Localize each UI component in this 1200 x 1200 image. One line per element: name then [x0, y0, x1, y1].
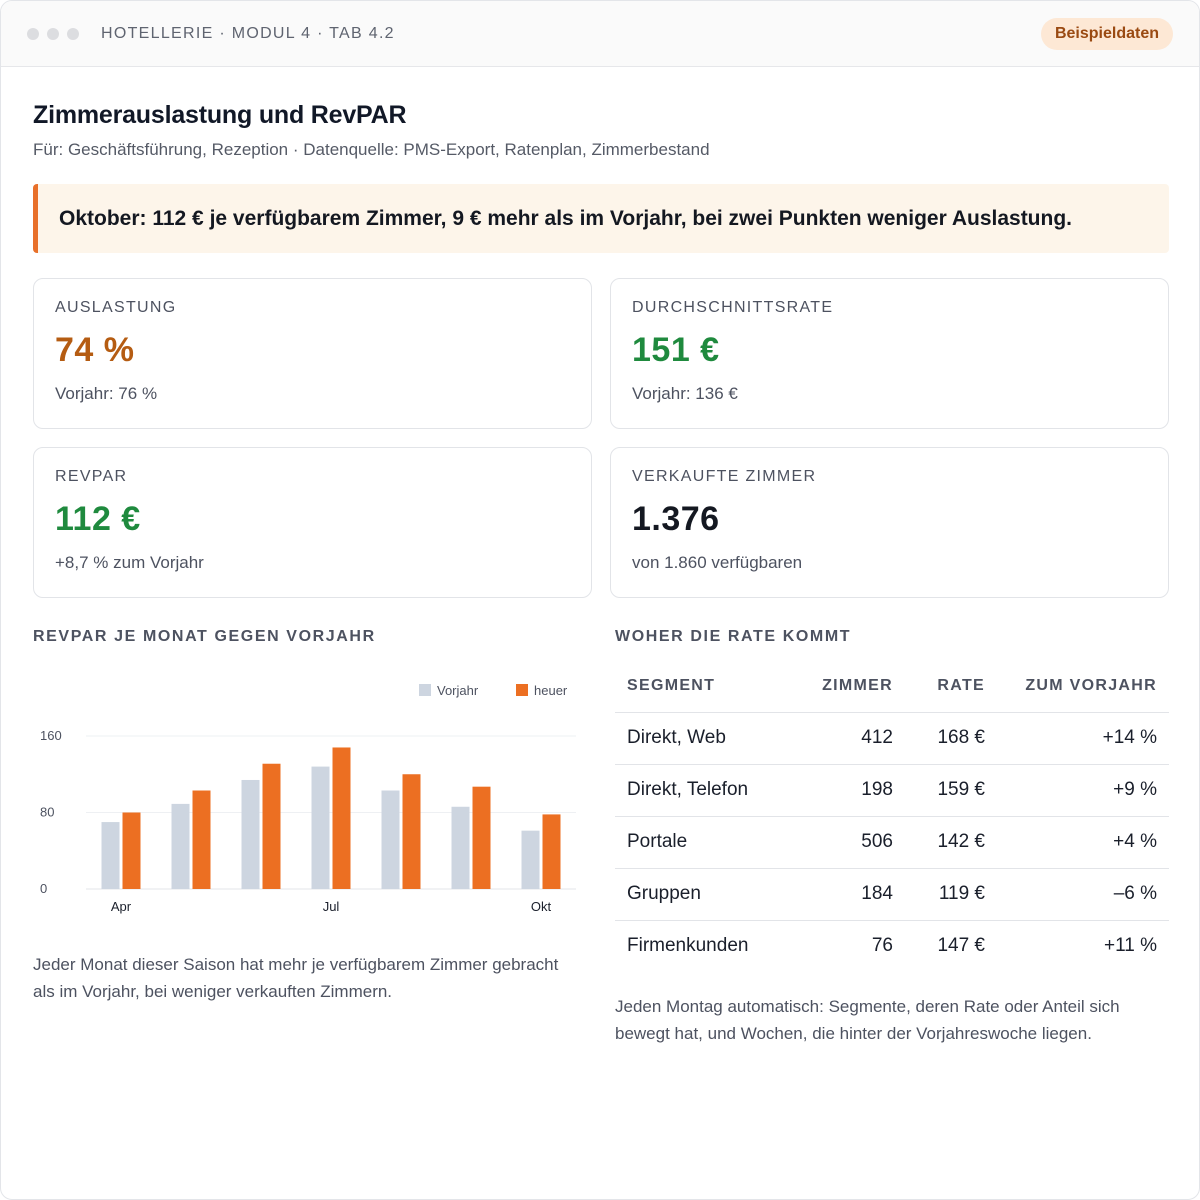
cell-segment: Direkt, Web [615, 712, 805, 765]
bar-vorjahr-apr[interactable] [101, 822, 120, 889]
kpi-note: +8,7 % zum Vorjahr [55, 553, 204, 572]
kpi-label: AUSLASTUNG [55, 299, 177, 316]
bar-heuer-jul[interactable] [332, 747, 351, 889]
bar-heuer-apr[interactable] [122, 812, 141, 890]
bar-vorjahr-jul[interactable] [311, 766, 330, 889]
cell-rate: 147 € [937, 935, 985, 957]
cell-rate: 119 € [905, 868, 997, 921]
kpi-note: von 1.860 verfügbaren [632, 553, 803, 572]
bar-heuer-jun[interactable] [262, 763, 281, 889]
chart-heading: REVPAR JE MONAT GEGEN VORJAHR [33, 628, 376, 645]
table-header-row: SEGMENT ZIMMER RATE ZUM VORJAHR [615, 660, 1169, 713]
column-header-rate[interactable]: RATE [905, 660, 997, 713]
window-controls [27, 27, 79, 40]
cell-rate: 168 € [905, 712, 997, 765]
y-tick-label: 80 [40, 805, 54, 820]
sample-data-badge: Beispieldaten [1040, 18, 1173, 50]
title-bar: HOTELLERIE · MODUL 4 · TAB 4.2 Beispield… [1, 1, 1199, 67]
cell-change: +11 % [1104, 935, 1157, 957]
table-row[interactable]: Direkt, Web 412 168 € +14 % [615, 712, 1169, 765]
kpi-value: 151 € [632, 331, 720, 369]
column-header-segment[interactable]: SEGMENT [615, 660, 805, 713]
cell-change: +9 % [997, 764, 1169, 817]
kpi-card-average-rate: DURCHSCHNITTSRATE 151 € Vorjahr: 136 € [610, 278, 1169, 429]
page-title: Zimmerauslastung und RevPAR [33, 101, 407, 129]
column-header-rooms[interactable]: ZIMMER [805, 660, 905, 713]
cell-rooms: 76 [871, 935, 893, 957]
kpi-label: DURCHSCHNITTSRATE [632, 299, 834, 316]
bar-vorjahr-mai[interactable] [171, 803, 190, 889]
bar-heuer-okt[interactable] [542, 814, 561, 889]
cell-segment: Portale [615, 816, 805, 869]
cell-rate: 159 € [905, 764, 997, 817]
bar-heuer-mai[interactable] [192, 790, 211, 889]
cell-change: –6 % [997, 868, 1169, 921]
cell-segment: Gruppen [615, 868, 805, 921]
cell-rooms: 198 [805, 764, 905, 817]
table-row[interactable]: Gruppen 184 119 € –6 % [615, 868, 1169, 921]
minimize-window-icon[interactable] [47, 27, 59, 40]
chart-caption: Jeder Monat dieser Saison hat mehr je ve… [33, 955, 559, 1001]
cell-rate: 142 € [905, 816, 997, 869]
breadcrumb: HOTELLERIE · MODUL 4 · TAB 4.2 [101, 24, 395, 42]
kpi-card-revpar: REVPAR 112 € +8,7 % zum Vorjahr [33, 447, 592, 598]
segment-table: SEGMENT ZIMMER RATE ZUM VORJAHR Direkt, … [615, 660, 1169, 972]
page-subtitle: Für: Geschäftsführung, Rezeption · Daten… [33, 140, 710, 159]
bar-heuer-aug[interactable] [402, 774, 421, 889]
column-header-change[interactable]: ZUM VORJAHR [997, 660, 1169, 713]
close-window-icon[interactable] [27, 27, 39, 40]
y-tick-label: 0 [40, 881, 47, 896]
table-row[interactable]: Direkt, Telefon 198 159 € +9 % [615, 764, 1169, 817]
kpi-card-rooms-sold: VERKAUFTE ZIMMER 1.376 von 1.860 verfügb… [610, 447, 1169, 598]
maximize-window-icon[interactable] [67, 27, 79, 40]
table-row[interactable]: Portale 506 142 € +4 % [615, 816, 1169, 869]
bar-heuer-sep[interactable] [472, 786, 491, 889]
cell-rooms: 184 [805, 868, 905, 921]
table-caption: Jeden Montag automatisch: Segmente, dere… [615, 997, 1120, 1043]
legend-label-heuer: heuer [534, 683, 568, 698]
cell-rooms: 506 [805, 816, 905, 869]
kpi-note: Vorjahr: 136 € [632, 384, 738, 403]
revpar-bar-chart: 0 80 160 Apr Jul Okt Vorjahr heuer [40, 683, 576, 914]
bar-vorjahr-aug[interactable] [381, 790, 400, 889]
key-insight-callout: Oktober: 112 € je verfügbarem Zimmer, 9 … [33, 184, 1169, 253]
legend-label-vorjahr: Vorjahr [437, 683, 479, 698]
kpi-value: 1.376 [632, 500, 720, 538]
cell-change: +4 % [997, 816, 1169, 869]
bar-vorjahr-okt[interactable] [521, 830, 540, 889]
cell-segment: Firmenkunden [627, 935, 749, 957]
x-tick-label: Apr [111, 899, 132, 914]
legend-swatch-vorjahr [419, 684, 431, 696]
kpi-note: Vorjahr: 76 % [55, 384, 158, 403]
bar-vorjahr-sep[interactable] [451, 806, 470, 889]
kpi-value: 112 € [55, 500, 141, 538]
cell-segment: Direkt, Telefon [615, 764, 805, 817]
kpi-label: REVPAR [55, 468, 128, 485]
kpi-card-occupancy: AUSLASTUNG 74 % Vorjahr: 76 % [33, 278, 592, 429]
kpi-label: VERKAUFTE ZIMMER [632, 468, 817, 485]
kpi-value: 74 % [55, 331, 135, 369]
y-tick-label: 160 [40, 728, 62, 743]
table-row[interactable]: Firmenkunden 76 147 € +11 % [615, 920, 1169, 972]
x-tick-label: Jul [323, 899, 340, 914]
bar-vorjahr-jun[interactable] [241, 779, 260, 889]
table-heading: WOHER DIE RATE KOMMT [615, 628, 852, 645]
cell-change: +14 % [997, 712, 1169, 765]
cell-rooms: 412 [805, 712, 905, 765]
x-tick-label: Okt [531, 899, 552, 914]
legend-swatch-heuer [516, 684, 528, 696]
